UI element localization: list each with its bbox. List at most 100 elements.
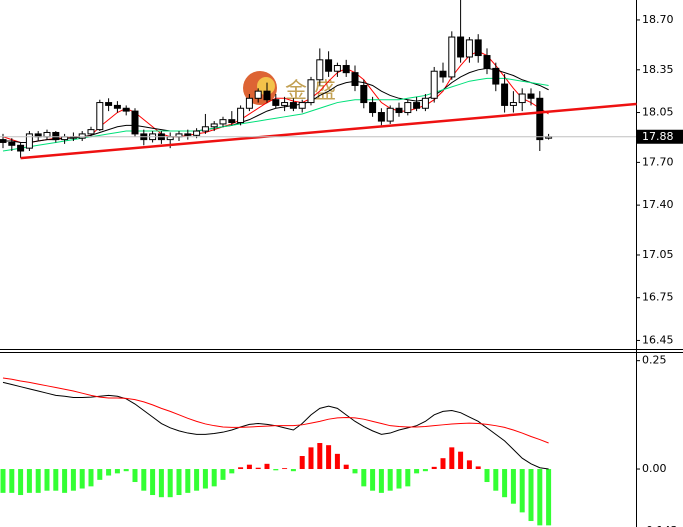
candle-body xyxy=(536,97,544,141)
histogram-bar xyxy=(246,464,252,470)
candle-body xyxy=(43,131,51,138)
histogram-bar xyxy=(449,447,455,470)
histogram-bar xyxy=(290,469,296,472)
histogram-bar xyxy=(255,467,261,470)
histogram-bar xyxy=(519,469,525,513)
trendline xyxy=(20,102,637,160)
candle-body xyxy=(0,139,7,143)
histogram-bar xyxy=(282,468,288,470)
histogram-bar xyxy=(35,469,41,493)
histogram-bar xyxy=(185,469,191,493)
candle-body xyxy=(245,97,253,109)
candle-body xyxy=(17,144,25,152)
y-tick-label: 16.75 xyxy=(642,291,674,304)
candle-body xyxy=(465,39,473,58)
histogram-bar xyxy=(194,469,200,491)
histogram-bar xyxy=(484,469,490,483)
histogram-bar xyxy=(537,469,543,526)
candle-body xyxy=(474,39,482,57)
candle-body xyxy=(501,83,509,106)
y-tick-label: 0.00 xyxy=(642,462,667,475)
candle-body xyxy=(131,110,139,135)
histogram-bar xyxy=(176,469,182,496)
histogram-bar xyxy=(150,469,156,496)
candle-body xyxy=(105,102,113,106)
histogram-bar xyxy=(167,469,173,498)
candle-body xyxy=(404,102,412,114)
histogram-bar xyxy=(510,469,516,504)
y-tick-label: -0.143 xyxy=(642,524,677,527)
y-tick-label: 17.40 xyxy=(642,198,674,211)
candle-body xyxy=(457,36,465,58)
histogram-bar xyxy=(18,469,24,496)
y-tick-label: 17.70 xyxy=(642,155,674,168)
histogram-bar xyxy=(123,469,129,472)
histogram-bar xyxy=(44,469,50,491)
histogram-bar xyxy=(440,458,446,470)
histogram-bar xyxy=(493,469,499,491)
histogram-bar xyxy=(475,466,481,470)
candle-body xyxy=(87,129,95,135)
histogram-bar xyxy=(458,451,464,470)
candle-body xyxy=(527,93,535,99)
candle-body xyxy=(281,102,289,106)
candle-body xyxy=(113,104,121,109)
histogram-bar xyxy=(132,469,138,483)
candle-body xyxy=(263,90,271,101)
candle-body xyxy=(413,102,421,109)
histogram-bar xyxy=(502,469,508,498)
histogram-bar xyxy=(370,469,376,491)
histogram-bar xyxy=(220,469,226,480)
histogram-bar xyxy=(70,469,76,491)
candle-body xyxy=(351,72,359,86)
histogram-bar xyxy=(79,469,85,489)
candle-body xyxy=(122,107,130,112)
candle-body xyxy=(430,70,438,99)
candle-body xyxy=(201,126,209,132)
histogram-bar xyxy=(317,443,323,470)
candle-body xyxy=(289,102,297,109)
histogram-bar xyxy=(53,469,59,491)
candle-body xyxy=(421,97,429,109)
last-price-label: 17.88 xyxy=(642,130,674,143)
candle-body xyxy=(25,133,33,149)
histogram-bar xyxy=(62,469,68,493)
y-tick-label: 17.05 xyxy=(642,248,674,261)
histogram-bar xyxy=(114,469,120,474)
histogram-bar xyxy=(0,469,6,493)
histogram-bar xyxy=(546,469,552,526)
histogram-bar xyxy=(352,469,358,474)
y-tick-label: 18.35 xyxy=(642,63,674,76)
candle-body xyxy=(509,102,517,106)
histogram-bar xyxy=(528,469,534,522)
candle-body xyxy=(96,102,104,131)
y-tick-label: 0.25 xyxy=(642,354,667,367)
candle-body xyxy=(342,65,350,74)
candle-body xyxy=(210,123,218,128)
candle-body xyxy=(316,59,324,81)
histogram-bar xyxy=(141,469,147,491)
candle-body xyxy=(298,102,306,109)
candle-body xyxy=(395,107,403,114)
histogram-bar xyxy=(9,469,15,493)
candle-body xyxy=(272,99,280,106)
histogram-bar xyxy=(211,469,217,487)
histogram-bar xyxy=(361,469,367,487)
histogram-bar xyxy=(158,469,164,498)
y-tick-label: 18.05 xyxy=(642,106,674,119)
candle-body xyxy=(52,131,60,141)
candle-body xyxy=(483,55,491,69)
histogram-bar xyxy=(326,445,332,470)
candle-body xyxy=(78,133,86,139)
histogram-bar xyxy=(422,469,428,472)
candle-body xyxy=(8,141,16,146)
histogram-bar xyxy=(202,469,208,489)
candle-body xyxy=(448,36,456,78)
y-tick-label: 18.70 xyxy=(642,13,674,26)
candle-body xyxy=(377,112,385,122)
candle-body xyxy=(228,119,236,124)
histogram-bar xyxy=(378,469,384,493)
candle-body xyxy=(386,107,394,122)
histogram-bar xyxy=(238,467,244,470)
